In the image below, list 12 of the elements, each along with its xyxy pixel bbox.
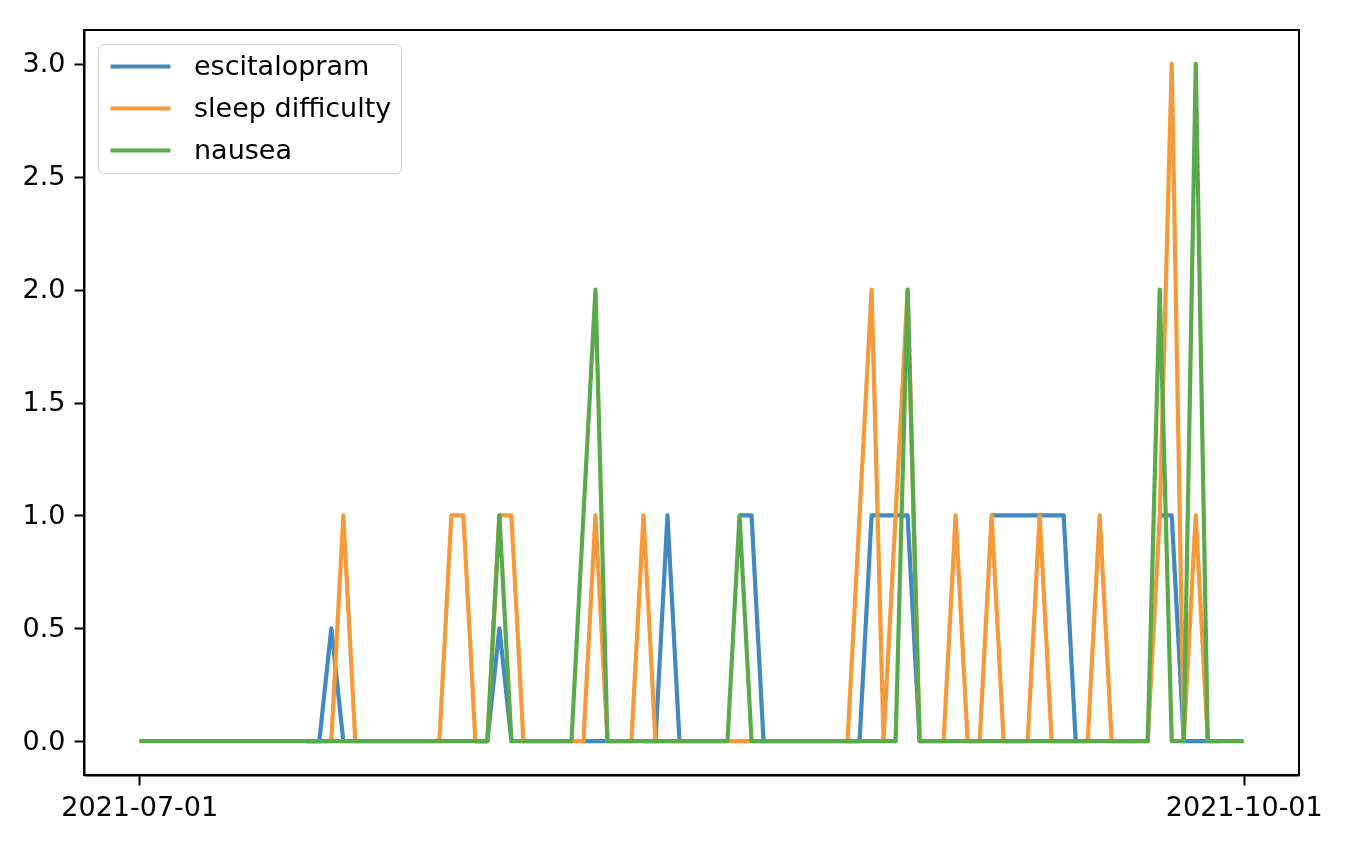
y-tick-label: 3.0 <box>22 47 66 79</box>
x-tick-label: 2021-07-01 <box>61 790 219 822</box>
y-tick-label: 1.5 <box>22 386 66 417</box>
y-tick-label: 1.0 <box>22 498 66 530</box>
y-tick-label: 2.0 <box>22 273 66 305</box>
y-tick-label: 0.5 <box>22 611 66 643</box>
legend-label: sleep difficulty <box>194 91 392 123</box>
x-tick-label: 2021-10-01 <box>1165 790 1323 822</box>
legend-label: escitalopram <box>194 49 370 81</box>
y-tick-label: 0.0 <box>22 724 66 756</box>
y-tick-label: 2.5 <box>22 160 66 192</box>
legend-label: nausea <box>194 133 292 165</box>
